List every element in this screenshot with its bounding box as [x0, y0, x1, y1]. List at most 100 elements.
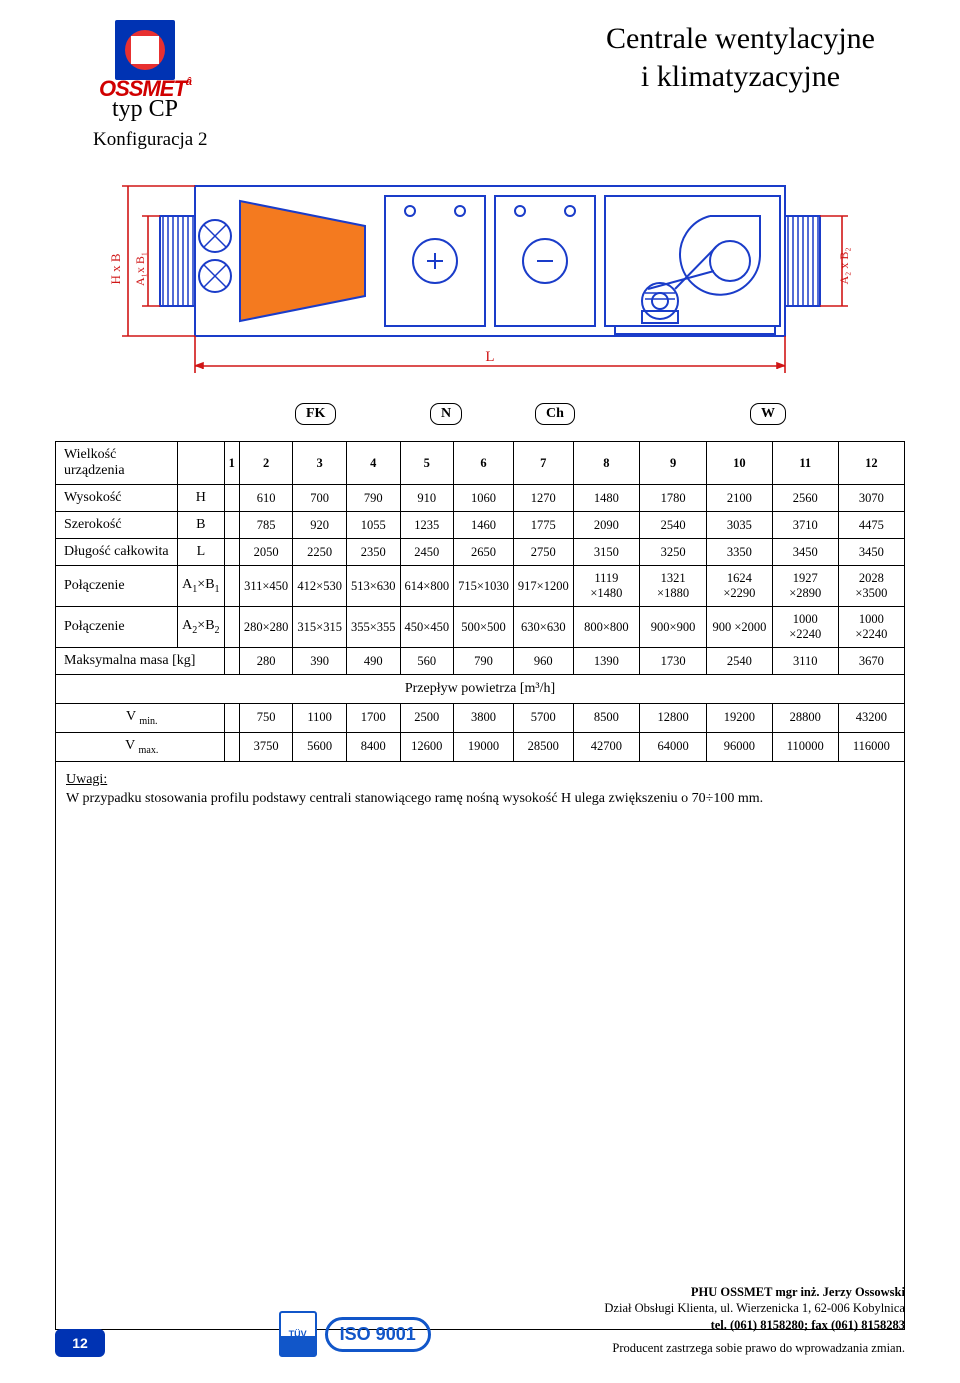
- cell: 917×1200: [513, 566, 573, 607]
- row-label: Połączenie: [56, 566, 178, 607]
- cell: 28500: [513, 732, 573, 761]
- iso-badge: ISO 9001: [325, 1317, 431, 1352]
- table-row: WysokośćH6107007909101060127014801780210…: [56, 485, 905, 512]
- footer-phone: tel. (061) 8158280; fax (061) 8158283: [604, 1317, 905, 1334]
- col-6: 6: [454, 442, 514, 485]
- module-label-row: FK N Ch W: [100, 403, 860, 427]
- col-5: 5: [400, 442, 454, 485]
- cell: 1700: [346, 704, 400, 733]
- row-label: V min.: [56, 704, 225, 733]
- cell: 12800: [640, 704, 707, 733]
- cell: 110000: [772, 732, 838, 761]
- row-symbol: A2×B2: [178, 607, 224, 648]
- cell: 311×450: [239, 566, 293, 607]
- tuv-icon: [279, 1311, 317, 1357]
- row-label: Szerokość: [56, 512, 178, 539]
- cell: 900 ×2000: [707, 607, 773, 648]
- cell: [224, 607, 239, 648]
- cell: 390: [293, 648, 347, 675]
- cell: 8400: [346, 732, 400, 761]
- notes: Uwagi: W przypadku stosowania profilu po…: [55, 762, 905, 1330]
- brand-logo-icon: [115, 20, 175, 80]
- cell: 700: [293, 485, 347, 512]
- cell: 64000: [640, 732, 707, 761]
- footer-address: Dział Obsługi Klienta, ul. Wierzenicka 1…: [604, 1300, 905, 1317]
- row-symbol: H: [178, 485, 224, 512]
- cell: 3110: [772, 648, 838, 675]
- title-line-1: Centrale wentylacyjne: [606, 20, 875, 58]
- col-2: 2: [239, 442, 293, 485]
- cell: 960: [513, 648, 573, 675]
- cell: 3750: [239, 732, 293, 761]
- cell: 3670: [838, 648, 904, 675]
- row-label: V max.: [56, 732, 225, 761]
- page-title: Centrale wentylacyjne i klimatyzacyjne: [606, 20, 875, 95]
- row-label: Długość całkowita: [56, 539, 178, 566]
- row-label: Maksymalna masa [kg]: [56, 648, 225, 675]
- footer: 12 ISO 9001 PHU OSSMET mgr inż. Jerzy Os…: [0, 1284, 960, 1358]
- cell: 1624 ×2290: [707, 566, 773, 607]
- cell: 1100: [293, 704, 347, 733]
- cell: 4475: [838, 512, 904, 539]
- cell: 610: [239, 485, 293, 512]
- cell: [224, 648, 239, 675]
- col-sym: [178, 442, 224, 485]
- cell: 1480: [573, 485, 639, 512]
- table-row: PołączenieA2×B2280×280315×315355×355450×…: [56, 607, 905, 648]
- table-row: V min.7501100170025003800570085001280019…: [56, 704, 905, 733]
- data-table: Wielkość urządzenia 1 2 3 4 5 6 7 8 9 10…: [55, 441, 905, 762]
- col-11: 11: [772, 442, 838, 485]
- col-12: 12: [838, 442, 904, 485]
- cell: 1775: [513, 512, 573, 539]
- typ-label: typ CP: [55, 96, 235, 123]
- cell: 450×450: [400, 607, 454, 648]
- cell: 2500: [400, 704, 454, 733]
- cell: 560: [400, 648, 454, 675]
- cell: 630×630: [513, 607, 573, 648]
- cell: 1060: [454, 485, 514, 512]
- cell: 3250: [640, 539, 707, 566]
- table-header-row: Wielkość urządzenia 1 2 3 4 5 6 7 8 9 10…: [56, 442, 905, 485]
- cell: 3450: [772, 539, 838, 566]
- cell: [224, 732, 239, 761]
- module-fk: FK: [295, 403, 336, 425]
- cell: 5700: [513, 704, 573, 733]
- cell: 3035: [707, 512, 773, 539]
- cell: 3070: [838, 485, 904, 512]
- col-1: 1: [224, 442, 239, 485]
- cell: [224, 485, 239, 512]
- col-7: 7: [513, 442, 573, 485]
- cell: 900×900: [640, 607, 707, 648]
- section-title: Przepływ powietrza [m³/h]: [56, 675, 905, 704]
- unit-diagram: L H x B A₁x B₁ A₂ x B₂: [100, 161, 860, 391]
- header: OSSMETâ typ CP Centrale wentylacyjne i k…: [55, 20, 905, 123]
- col-size-label: Wielkość urządzenia: [56, 442, 178, 485]
- cell: 1119 ×1480: [573, 566, 639, 607]
- col-8: 8: [573, 442, 639, 485]
- cell: [224, 512, 239, 539]
- cell: 1321 ×1880: [640, 566, 707, 607]
- row-label: Połączenie: [56, 607, 178, 648]
- cell: 1780: [640, 485, 707, 512]
- row-symbol: L: [178, 539, 224, 566]
- cell: 1270: [513, 485, 573, 512]
- cell: 1235: [400, 512, 454, 539]
- col-10: 10: [707, 442, 773, 485]
- page: OSSMETâ typ CP Centrale wentylacyjne i k…: [0, 0, 960, 1383]
- title-line-2: i klimatyzacyjne: [606, 58, 875, 96]
- table-row: V max.3750560084001260019000285004270064…: [56, 732, 905, 761]
- cell: [224, 704, 239, 733]
- table-row: Maksymalna masa [kg]28039049056079096013…: [56, 648, 905, 675]
- cell: 3350: [707, 539, 773, 566]
- cell: 3150: [573, 539, 639, 566]
- notes-label: Uwagi:: [66, 772, 107, 787]
- cell: 750: [239, 704, 293, 733]
- cell: 355×355: [346, 607, 400, 648]
- cell: 3800: [454, 704, 514, 733]
- footer-certs: ISO 9001: [279, 1311, 431, 1357]
- cell: 28800: [772, 704, 838, 733]
- notes-text: W przypadku stosowania profilu podstawy …: [66, 791, 763, 806]
- cell: 2050: [239, 539, 293, 566]
- cell: 920: [293, 512, 347, 539]
- svg-text:H x B: H x B: [108, 253, 123, 284]
